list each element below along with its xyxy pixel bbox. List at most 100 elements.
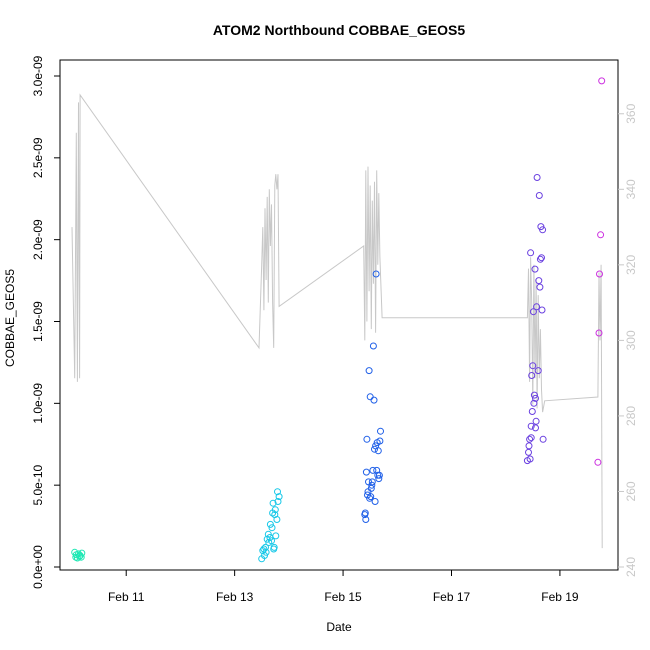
y2-tick-label: 340 (624, 179, 638, 199)
x-axis: Feb 11 Feb 13 Feb 15 Feb 17 Feb 19 (108, 570, 579, 604)
data-point (371, 445, 378, 453)
data-point (375, 475, 383, 483)
data-point (275, 493, 283, 501)
x-tick-label: Feb 17 (433, 590, 471, 604)
data-point (270, 543, 278, 551)
data-point (361, 509, 369, 517)
y-tick-label: 5.0e-10 (31, 464, 45, 505)
data-point (369, 342, 377, 350)
chart-title: ATOM2 Northbound COBBAE_GEOS5 (213, 22, 465, 38)
data-point (362, 468, 370, 476)
x-axis-label: Date (326, 620, 352, 634)
data-point (594, 458, 602, 466)
data-point (528, 408, 536, 415)
data-point (376, 437, 384, 445)
data-point (536, 283, 544, 291)
data-point (371, 498, 379, 505)
plot-area (59, 59, 619, 571)
data-point (364, 488, 372, 496)
data-point (532, 424, 539, 432)
x-tick-label: Feb 13 (216, 590, 254, 604)
data-point (370, 396, 378, 404)
data-point (362, 516, 370, 523)
y-tick-label: 1.0e-09 (31, 383, 45, 424)
y-tick-label: 3.0e-09 (31, 55, 45, 96)
data-point (529, 362, 537, 370)
data-point (366, 494, 374, 502)
data-point (366, 393, 374, 401)
data-point (77, 553, 85, 561)
data-point (527, 434, 535, 442)
temperature-line (71, 93, 603, 549)
y2-axis: 240 260 280 300 320 340 360 (618, 103, 638, 577)
data-point (531, 265, 539, 273)
x-tick-label: Feb 11 (108, 590, 145, 604)
data-point (274, 498, 282, 505)
data-point (365, 367, 373, 375)
data-point (596, 270, 603, 278)
data-point (525, 448, 532, 456)
y2-tick-label: 260 (624, 481, 638, 501)
y2-tick-label: 360 (624, 103, 638, 123)
data-point (595, 329, 603, 337)
y-tick-label: 1.5e-09 (31, 301, 45, 342)
data-point (533, 174, 541, 181)
data-point (377, 427, 384, 435)
y-tick-label: 2.0e-09 (31, 219, 45, 260)
y2-tick-label: 320 (624, 255, 638, 275)
data-point (273, 516, 281, 523)
y2-tick-label: 280 (624, 406, 638, 426)
data-point (597, 231, 605, 239)
data-point (372, 270, 380, 278)
data-point (262, 548, 270, 556)
data-point (538, 254, 545, 262)
points-layer (71, 77, 606, 563)
data-point (368, 481, 376, 489)
y-axis-label: COBBAE_GEOS5 (3, 269, 17, 367)
data-point (535, 277, 543, 285)
x-tick-label: Feb 15 (324, 590, 362, 604)
data-point (536, 255, 544, 263)
data-point (262, 543, 269, 551)
data-point (272, 532, 280, 540)
data-point (538, 306, 546, 314)
data-point (530, 391, 538, 399)
data-point (368, 478, 376, 486)
data-point (375, 471, 383, 479)
data-point (539, 435, 547, 443)
data-point (274, 488, 281, 496)
y2-tick-label: 240 (624, 557, 638, 577)
data-point (525, 442, 533, 450)
data-point (369, 466, 377, 474)
data-point (526, 435, 534, 443)
y-axis: 0.0e+00 5.0e-10 1.0e-09 1.5e-09 2.0e-09 2.5e-… (31, 55, 60, 589)
data-point (532, 417, 540, 425)
data-point (533, 303, 541, 311)
x-tick-label: Feb 19 (541, 590, 579, 604)
data-point (526, 455, 534, 463)
data-point (363, 435, 371, 443)
data-point (529, 308, 537, 316)
data-point (530, 399, 538, 407)
y-tick-label: 0.0e+00 (31, 545, 45, 589)
data-point (269, 499, 277, 507)
data-point (268, 537, 275, 545)
data-point (535, 192, 543, 199)
data-point (374, 447, 382, 455)
plot-frame (59, 59, 619, 571)
data-point (528, 372, 536, 379)
data-point (598, 77, 606, 85)
data-point (527, 422, 535, 430)
y-tick-label: 2.5e-09 (31, 137, 45, 178)
y2-tick-label: 300 (624, 330, 638, 350)
data-point (527, 249, 535, 257)
data-point (271, 506, 279, 514)
data-point (78, 549, 86, 557)
data-point (532, 394, 539, 402)
line-layer (71, 93, 603, 549)
data-point (268, 524, 276, 532)
data-point (534, 367, 542, 375)
data-point (266, 520, 274, 528)
data-point (539, 226, 547, 234)
